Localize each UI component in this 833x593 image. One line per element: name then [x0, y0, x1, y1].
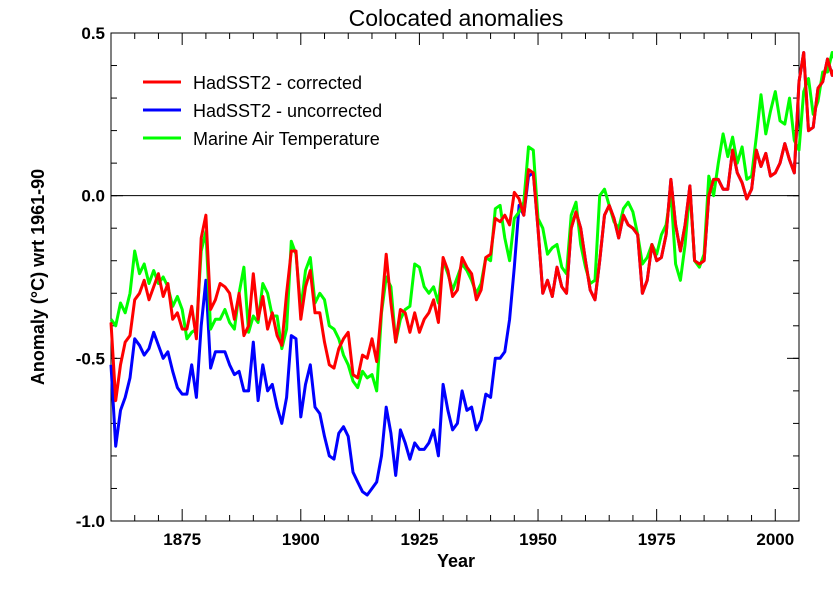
y-tick-label: 0.0 [81, 187, 105, 206]
legend: HadSST2 - corrected HadSST2 - uncorrected… [143, 73, 382, 149]
x-axis-label: Year [437, 551, 475, 571]
legend-label: Marine Air Temperature [193, 129, 380, 149]
y-axis-label: Anomaly (°C) wrt 1961-90 [28, 169, 48, 385]
plot-frame [110, 32, 800, 522]
series-lines [109, 51, 833, 497]
y-tick-label: -1.0 [76, 512, 105, 531]
x-tick-label: 2000 [756, 530, 794, 549]
legend-label: HadSST2 - uncorrected [193, 101, 382, 121]
legend-label: HadSST2 - corrected [193, 73, 362, 93]
x-tick-label: 1950 [519, 530, 557, 549]
chart-title: Colocated anomalies [349, 5, 564, 31]
y-tick-label: -0.5 [76, 349, 105, 368]
x-tick-label: 1925 [400, 530, 438, 549]
series-line-1 [109, 51, 833, 403]
y-tick-label: 0.5 [81, 24, 105, 43]
x-tick-label: 1900 [282, 530, 320, 549]
x-tick-label: 1975 [638, 530, 676, 549]
x-tick-label: 1875 [163, 530, 201, 549]
y-axis-ticks: 0.5 0.0 -0.5 -1.0 [76, 24, 799, 531]
x-axis-ticks: 1875 1900 1925 1950 1975 2000 [110, 33, 800, 549]
